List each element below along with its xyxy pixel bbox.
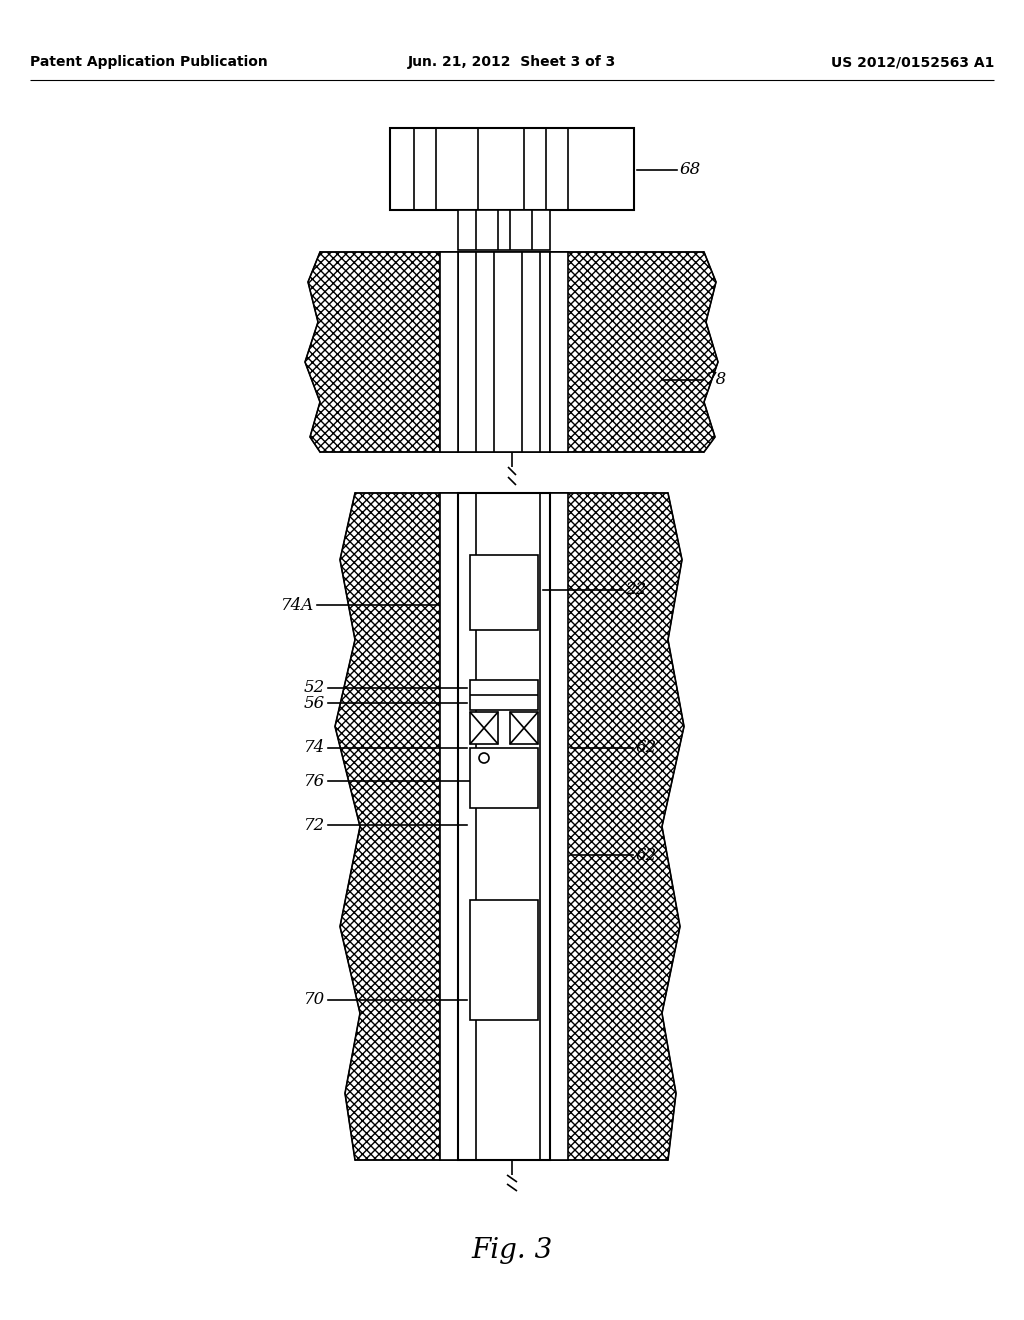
Bar (470, 680, 538, 710)
Bar (470, 900, 538, 1020)
Text: 56: 56 (304, 694, 325, 711)
Text: 68: 68 (680, 161, 701, 178)
Bar (470, 554, 538, 630)
Text: Fig. 3: Fig. 3 (471, 1237, 553, 1263)
Polygon shape (335, 492, 440, 1160)
Bar (470, 711, 498, 744)
Text: 74A: 74A (281, 597, 314, 614)
Text: 76: 76 (304, 772, 325, 789)
Bar (510, 711, 538, 744)
Text: 74: 74 (304, 739, 325, 756)
Text: 22: 22 (625, 582, 646, 598)
Text: Patent Application Publication: Patent Application Publication (30, 55, 267, 69)
Bar (550, 492, 568, 1160)
Text: Jun. 21, 2012  Sheet 3 of 3: Jun. 21, 2012 Sheet 3 of 3 (408, 55, 616, 69)
Bar (470, 748, 538, 808)
Bar (550, 252, 568, 451)
Text: 78: 78 (706, 371, 727, 388)
Text: 62: 62 (636, 846, 657, 863)
Polygon shape (550, 252, 718, 451)
Text: 72: 72 (304, 817, 325, 833)
Text: US 2012/0152563 A1: US 2012/0152563 A1 (830, 55, 994, 69)
Bar (440, 492, 458, 1160)
Bar (458, 210, 550, 249)
Bar (440, 252, 458, 451)
Bar (458, 252, 550, 451)
Text: 52: 52 (304, 680, 325, 697)
Polygon shape (305, 252, 440, 451)
Text: 62: 62 (636, 739, 657, 756)
Polygon shape (550, 492, 684, 1160)
Bar (458, 492, 550, 1160)
Bar (390, 128, 634, 210)
Text: 70: 70 (304, 991, 325, 1008)
